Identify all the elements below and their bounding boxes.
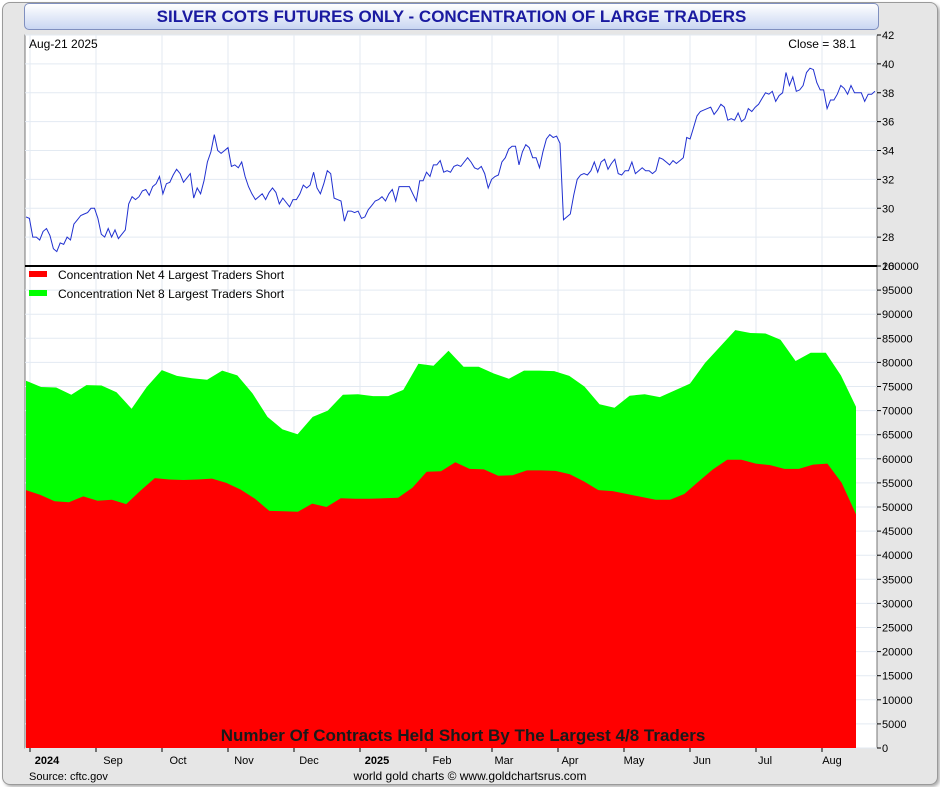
xtick-label-6: Feb	[433, 755, 452, 767]
price-ytick-label-4: 34	[882, 146, 894, 158]
area-series	[26, 330, 856, 748]
contracts-ytick-label-16: 80000	[882, 357, 913, 369]
contracts-ytick-label-10: 50000	[882, 502, 913, 514]
price-ytick-label-8: 42	[882, 30, 894, 42]
chart-title: SILVER COTS FUTURES ONLY - CONCENTRATION…	[24, 3, 879, 30]
price-ytick-label-3: 32	[882, 174, 894, 186]
contracts-ytick-label-13: 65000	[882, 430, 913, 442]
xtick-label-8: Apr	[561, 755, 578, 767]
price-ytick-label-5: 36	[882, 117, 894, 129]
contracts-ytick-label-7: 35000	[882, 574, 913, 586]
xtick-label-1: Sep	[103, 755, 123, 767]
contracts-ytick-label-8: 40000	[882, 550, 913, 562]
contracts-ytick-label-17: 85000	[882, 333, 913, 345]
chart-caption: Number Of Contracts Held Short By The La…	[221, 726, 706, 745]
credit-label: world gold charts © www.goldchartsrus.co…	[353, 769, 587, 783]
price-line-group	[25, 67, 876, 253]
legend-swatch-top4	[29, 271, 47, 277]
price-ytick-label-0: 26	[882, 261, 894, 273]
contracts-ytick-label-2: 10000	[882, 695, 913, 707]
close-label: Close = 38.1	[788, 37, 856, 51]
legend-swatch-top8	[29, 290, 47, 296]
xtick-label-2: Oct	[169, 755, 186, 767]
contracts-ytick-label-12: 60000	[882, 454, 913, 466]
xtick-label-12: Aug	[822, 755, 842, 767]
xtick-label-3: Nov	[234, 755, 254, 767]
contracts-ytick-label-19: 95000	[882, 285, 913, 297]
contracts-ytick-label-6: 30000	[882, 598, 913, 610]
source-label: Source: cftc.gov	[29, 771, 108, 783]
price-ytick-label-2: 30	[882, 203, 894, 215]
contracts-ytick-label-3: 15000	[882, 671, 913, 683]
contracts-ytick-label-0: 0	[882, 743, 888, 755]
xtick-label-11: Jul	[758, 755, 772, 767]
contracts-ytick-label-15: 75000	[882, 382, 913, 394]
area-top4-short	[26, 459, 856, 748]
contracts-ytick-label-9: 45000	[882, 526, 913, 538]
contracts-ytick-label-1: 5000	[882, 719, 906, 731]
legend: Concentration Net 4 Largest Traders Shor…	[29, 268, 285, 301]
price-line	[25, 67, 876, 253]
contracts-ytick-label-5: 25000	[882, 623, 913, 635]
legend-label-top8: Concentration Net 8 Largest Traders Shor…	[58, 287, 285, 301]
price-ytick-label-1: 28	[882, 232, 894, 244]
xtick-label-9: May	[624, 755, 645, 767]
contracts-ytick-label-18: 90000	[882, 309, 913, 321]
axes: 26 28 30 32 34 36 38 40 42 0 5000 10000 15000 20000 25…	[29, 30, 919, 767]
xtick-label-5: 2025	[365, 755, 389, 767]
contracts-ytick-label-4: 20000	[882, 647, 913, 659]
price-ytick-label-7: 40	[882, 59, 894, 71]
date-label: Aug-21 2025	[29, 37, 98, 51]
price-ytick-label-6: 38	[882, 88, 894, 100]
contracts-ytick-label-11: 55000	[882, 478, 913, 490]
contracts-ytick-label-20: 100000	[882, 261, 919, 273]
legend-label-top4: Concentration Net 4 Largest Traders Shor…	[58, 268, 285, 282]
xtick-label-4: Dec	[299, 755, 319, 767]
xtick-label-0: 2024	[35, 755, 60, 767]
contracts-ytick-label-14: 70000	[882, 406, 913, 418]
xtick-label-7: Mar	[495, 755, 514, 767]
xtick-label-10: Jun	[693, 755, 711, 767]
